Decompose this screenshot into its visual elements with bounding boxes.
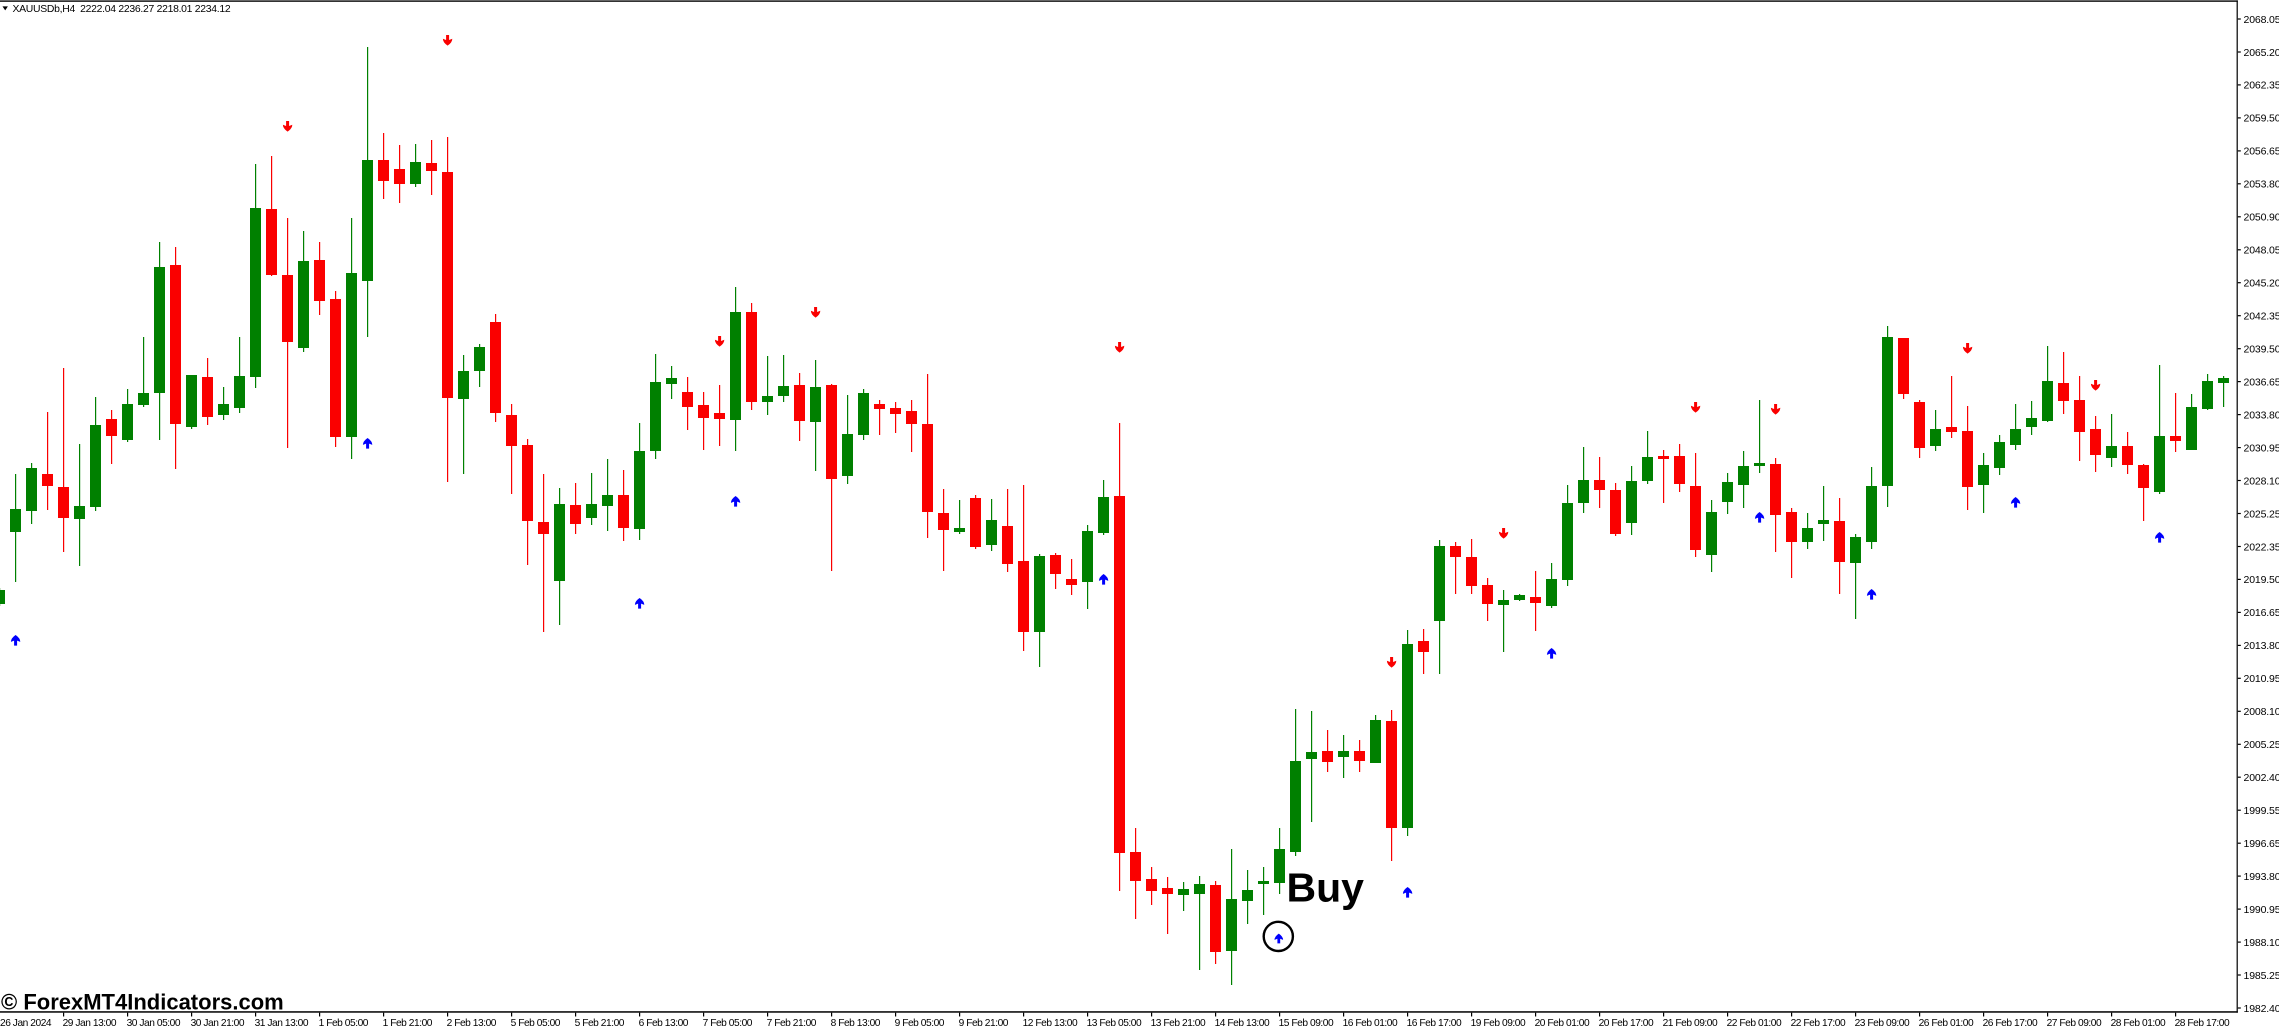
- svg-text:1996.65: 1996.65: [2244, 838, 2279, 850]
- svg-text:19 Feb 09:00: 19 Feb 09:00: [1471, 1018, 1526, 1027]
- svg-text:5 Feb 21:00: 5 Feb 21:00: [575, 1018, 625, 1027]
- svg-text:20 Feb 17:00: 20 Feb 17:00: [1599, 1018, 1654, 1027]
- svg-text:XAUUSDb,H4 2222.04 2236.27 22: XAUUSDb,H4 2222.04 2236.27 2218.01 2234.…: [13, 4, 231, 15]
- svg-text:9 Feb 21:00: 9 Feb 21:00: [959, 1018, 1009, 1027]
- svg-text:30 Jan 05:00: 30 Jan 05:00: [127, 1018, 181, 1027]
- svg-text:2016.65: 2016.65: [2244, 607, 2279, 619]
- svg-text:2053.80: 2053.80: [2244, 179, 2279, 191]
- svg-text:2065.20: 2065.20: [2244, 47, 2279, 59]
- svg-text:2025.25: 2025.25: [2244, 508, 2279, 520]
- svg-text:9 Feb 05:00: 9 Feb 05:00: [895, 1018, 945, 1027]
- svg-text:1999.55: 1999.55: [2244, 805, 2279, 817]
- svg-text:13 Feb 21:00: 13 Feb 21:00: [1151, 1018, 1206, 1027]
- svg-text:14 Feb 13:00: 14 Feb 13:00: [1215, 1018, 1270, 1027]
- svg-text:21 Feb 09:00: 21 Feb 09:00: [1663, 1018, 1718, 1027]
- svg-text:7 Feb 21:00: 7 Feb 21:00: [767, 1018, 817, 1027]
- svg-text:1 Feb 05:00: 1 Feb 05:00: [319, 1018, 369, 1027]
- svg-text:5 Feb 05:00: 5 Feb 05:00: [511, 1018, 561, 1027]
- svg-text:1993.80: 1993.80: [2244, 871, 2279, 883]
- svg-text:2033.80: 2033.80: [2244, 409, 2279, 421]
- svg-text:2010.95: 2010.95: [2244, 673, 2279, 685]
- svg-text:23 Feb 09:00: 23 Feb 09:00: [1855, 1018, 1910, 1027]
- svg-text:2022.35: 2022.35: [2244, 541, 2279, 553]
- svg-text:2068.05: 2068.05: [2244, 14, 2279, 26]
- svg-text:2 Feb 13:00: 2 Feb 13:00: [447, 1018, 497, 1027]
- svg-text:1988.10: 1988.10: [2244, 937, 2279, 949]
- svg-text:2013.80: 2013.80: [2244, 640, 2279, 652]
- svg-text:29 Jan 13:00: 29 Jan 13:00: [63, 1018, 117, 1027]
- svg-text:28 Feb 01:00: 28 Feb 01:00: [2111, 1018, 2166, 1027]
- svg-text:16 Feb 01:00: 16 Feb 01:00: [1343, 1018, 1398, 1027]
- svg-text:12 Feb 13:00: 12 Feb 13:00: [1023, 1018, 1078, 1027]
- svg-text:26 Feb 17:00: 26 Feb 17:00: [1983, 1018, 2038, 1027]
- svg-text:15 Feb 09:00: 15 Feb 09:00: [1279, 1018, 1334, 1027]
- svg-text:1 Feb 21:00: 1 Feb 21:00: [383, 1018, 433, 1027]
- svg-text:2062.35: 2062.35: [2244, 80, 2279, 92]
- svg-text:1982.40: 1982.40: [2244, 1003, 2279, 1015]
- svg-text:2048.05: 2048.05: [2244, 245, 2279, 257]
- svg-text:2059.50: 2059.50: [2244, 113, 2279, 125]
- svg-text:26 Jan 2024: 26 Jan 2024: [0, 1018, 52, 1027]
- svg-text:6 Feb 13:00: 6 Feb 13:00: [639, 1018, 689, 1027]
- svg-text:20 Feb 01:00: 20 Feb 01:00: [1535, 1018, 1590, 1027]
- svg-text:2050.90: 2050.90: [2244, 212, 2279, 224]
- svg-text:2005.25: 2005.25: [2244, 739, 2279, 751]
- svg-text:2002.40: 2002.40: [2244, 772, 2279, 784]
- svg-text:22 Feb 17:00: 22 Feb 17:00: [1791, 1018, 1846, 1027]
- svg-text:2042.35: 2042.35: [2244, 311, 2279, 323]
- svg-text:1990.95: 1990.95: [2244, 904, 2279, 916]
- svg-text:Buy: Buy: [1287, 865, 1365, 911]
- svg-text:2028.10: 2028.10: [2244, 475, 2279, 487]
- svg-text:7 Feb 05:00: 7 Feb 05:00: [703, 1018, 753, 1027]
- svg-text:2056.65: 2056.65: [2244, 146, 2279, 158]
- svg-text:13 Feb 05:00: 13 Feb 05:00: [1087, 1018, 1142, 1027]
- svg-text:30 Jan 21:00: 30 Jan 21:00: [191, 1018, 245, 1027]
- svg-text:2045.20: 2045.20: [2244, 278, 2279, 290]
- svg-text:2008.10: 2008.10: [2244, 706, 2279, 718]
- svg-text:2030.95: 2030.95: [2244, 442, 2279, 454]
- svg-text:22 Feb 01:00: 22 Feb 01:00: [1727, 1018, 1782, 1027]
- svg-text:26 Feb 01:00: 26 Feb 01:00: [1919, 1018, 1974, 1027]
- svg-text:2019.50: 2019.50: [2244, 574, 2279, 586]
- svg-text:16 Feb 17:00: 16 Feb 17:00: [1407, 1018, 1462, 1027]
- svg-text:28 Feb 17:00: 28 Feb 17:00: [2175, 1018, 2230, 1027]
- svg-text:2036.65: 2036.65: [2244, 376, 2279, 388]
- svg-text:8 Feb 13:00: 8 Feb 13:00: [831, 1018, 881, 1027]
- svg-text:1985.25: 1985.25: [2244, 970, 2279, 982]
- svg-text:© ForexMT4Indicators.com: © ForexMT4Indicators.com: [1, 990, 284, 1015]
- svg-text:27 Feb 09:00: 27 Feb 09:00: [2047, 1018, 2102, 1027]
- svg-text:31 Jan 13:00: 31 Jan 13:00: [255, 1018, 309, 1027]
- svg-text:2039.50: 2039.50: [2244, 344, 2279, 356]
